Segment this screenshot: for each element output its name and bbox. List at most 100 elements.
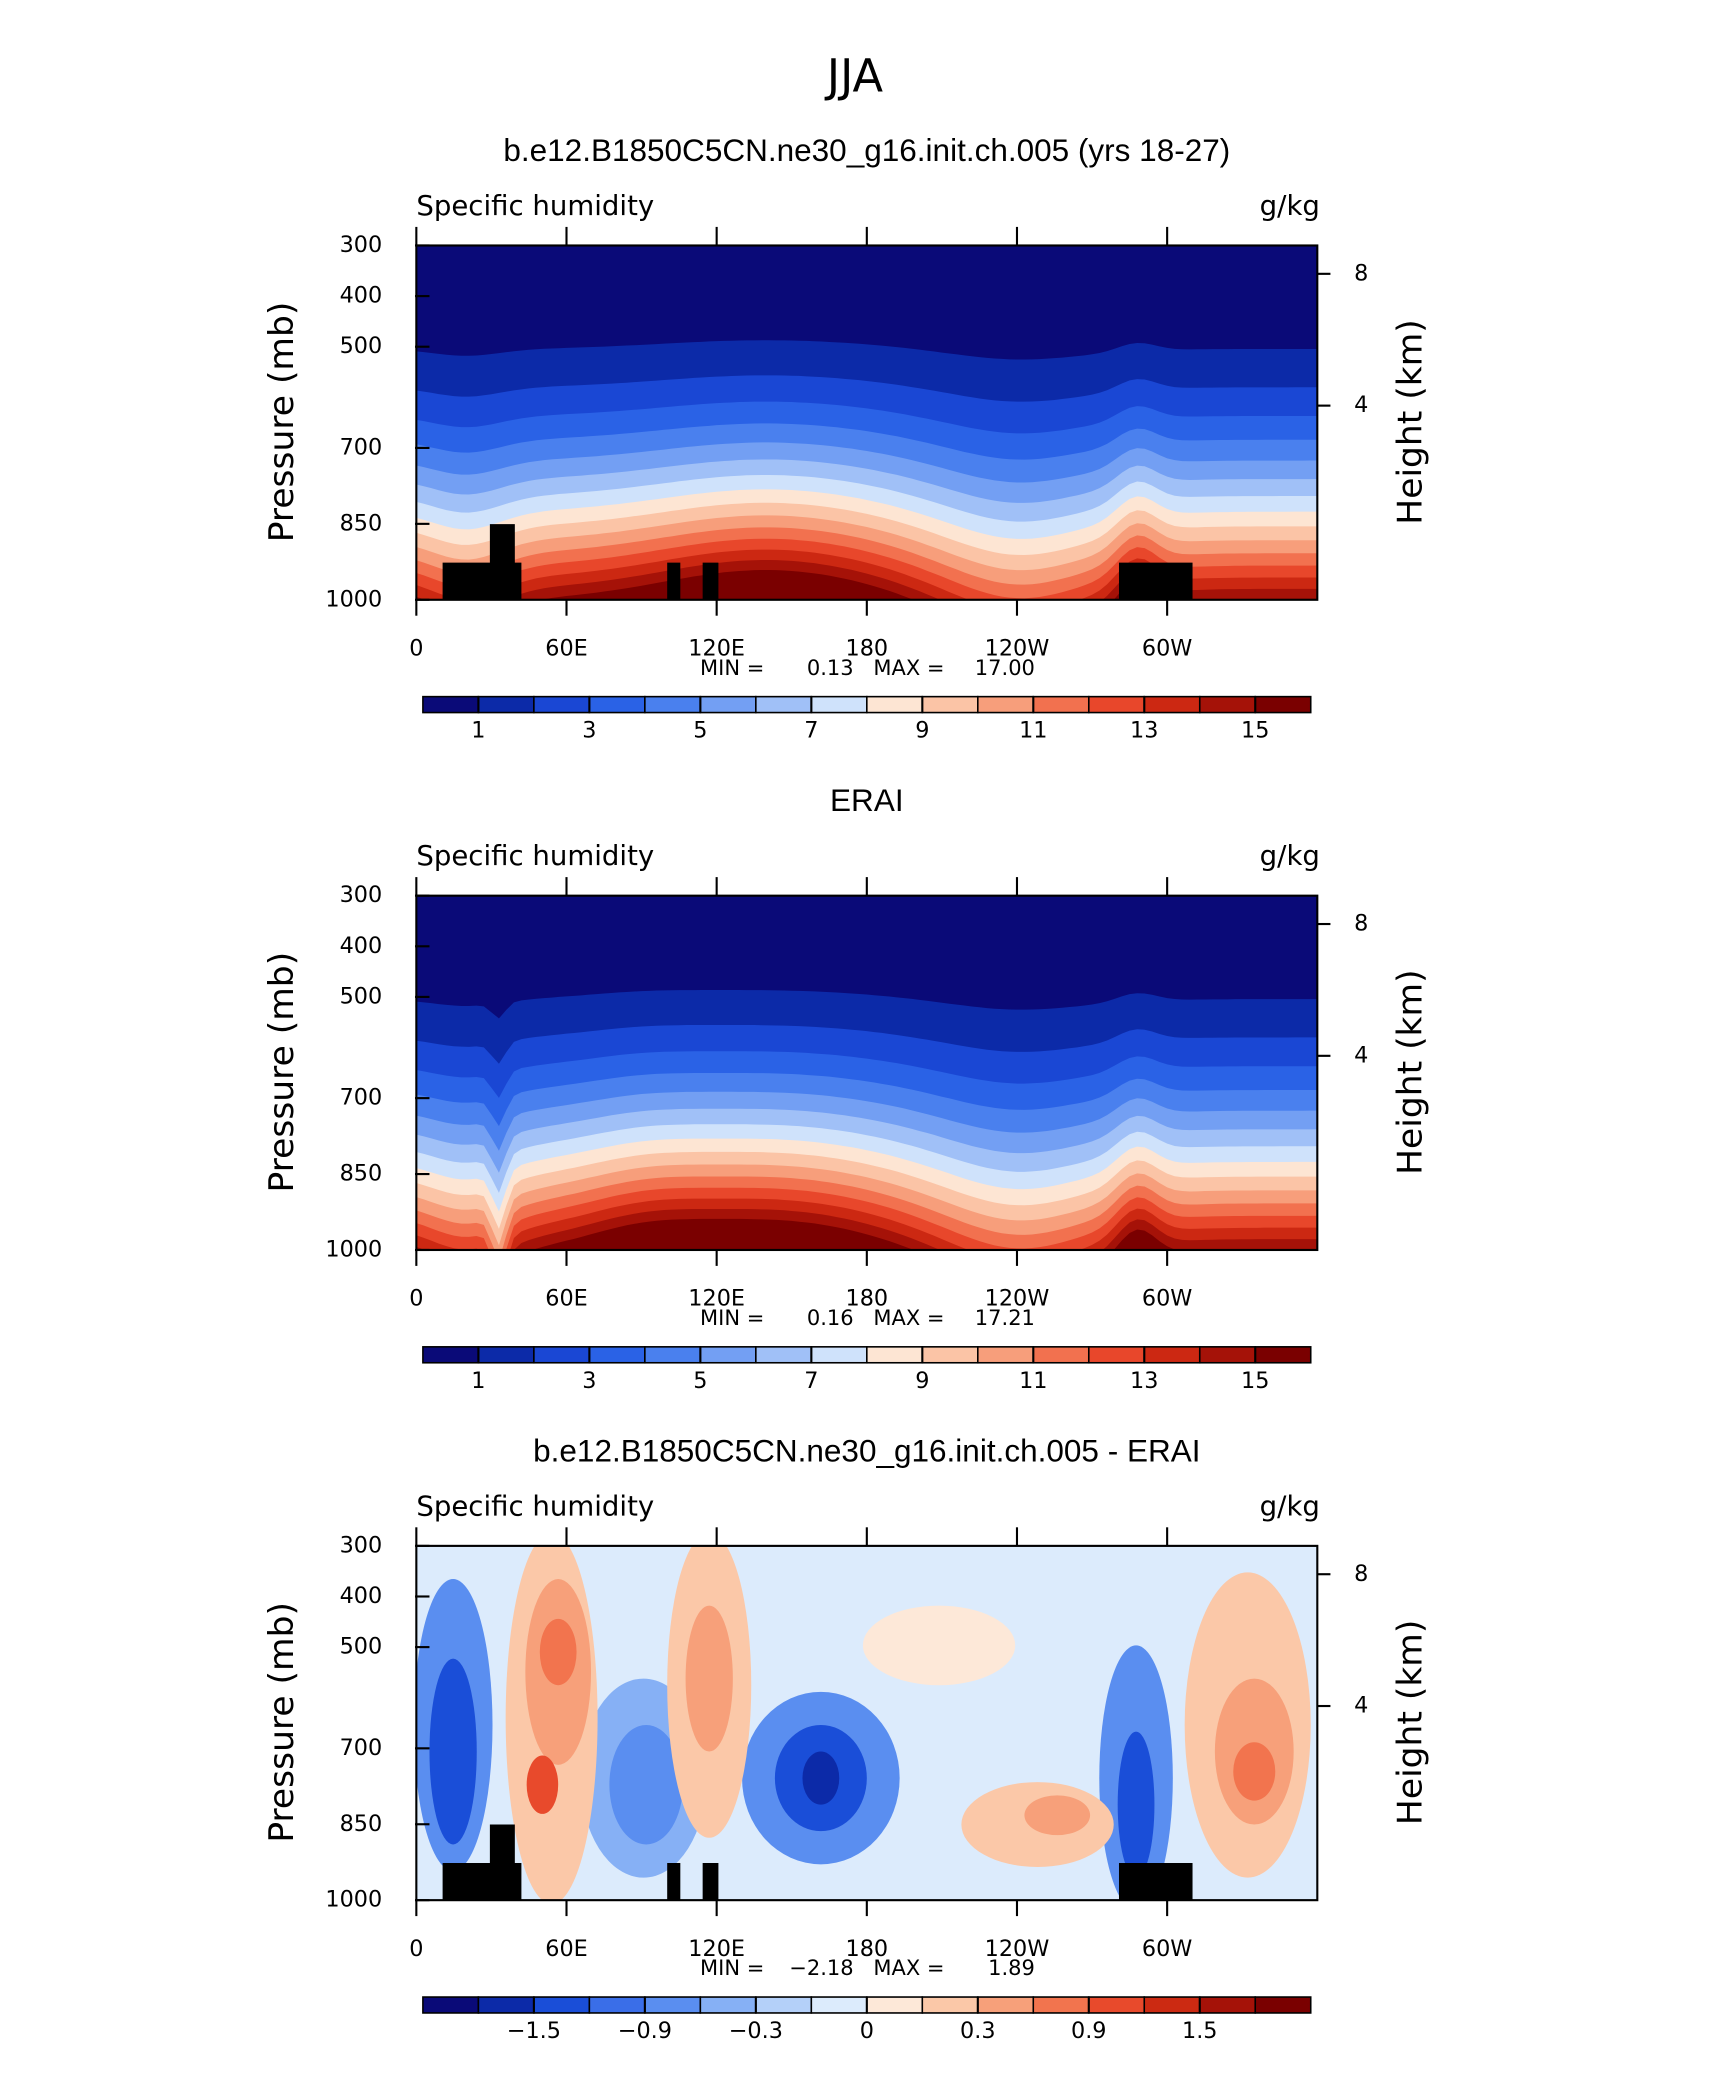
contour-blob (1117, 1731, 1155, 1878)
colorbar-tick-label: 5 (693, 718, 707, 744)
colorbar-box (755, 1996, 813, 2014)
colorbar-box (1032, 695, 1090, 714)
colorbar-box (1087, 695, 1146, 714)
min-value: 0.13 (807, 655, 854, 680)
colorbar-box (699, 695, 757, 714)
min-text: MIN = (700, 655, 764, 680)
y-tick-label: 500 (340, 1634, 383, 1660)
y-tick-label: 850 (340, 1160, 383, 1186)
colorbar-box (866, 1996, 924, 2014)
right-string: g/kg (1260, 839, 1320, 872)
y-axis-label: Pressure (mb) (262, 302, 302, 543)
colorbar-tick-label: 3 (582, 1368, 596, 1394)
x-tick-label: 180 (846, 1286, 889, 1312)
right-string: g/kg (1260, 189, 1320, 222)
x-tick-label: 180 (846, 1936, 889, 1962)
colorbar-tick-label: −0.9 (618, 2018, 672, 2044)
colorbar-box (1198, 1996, 1257, 2014)
y-tick-label: 400 (340, 283, 383, 309)
colorbar-tick-label: 0 (860, 2018, 874, 2044)
min-value: 0.16 (807, 1305, 854, 1330)
y2-tick-label: 4 (1354, 1692, 1368, 1718)
y-tick-label: 850 (340, 1811, 383, 1837)
y-tick-label: 1000 (325, 586, 382, 612)
colorbar-box (810, 695, 868, 714)
contour-field (416, 895, 1318, 1250)
y-tick-label: 700 (340, 1085, 383, 1111)
colorbar-box (588, 695, 646, 714)
colorbar-box (533, 695, 591, 714)
y-tick-label: 1000 (325, 1236, 382, 1262)
y-tick-label: 300 (340, 232, 383, 258)
x-tick-label: 120W (985, 1286, 1050, 1312)
contour-field (416, 245, 1318, 600)
y2-tick-label: 8 (1354, 910, 1368, 936)
colorbar-box (977, 695, 1035, 714)
y-axis-label: Pressure (mb) (262, 1602, 302, 1843)
x-tick-label: 0 (409, 1286, 423, 1312)
colorbar-box (977, 1996, 1035, 2014)
colorbar-box (1143, 695, 1201, 714)
colorbar-tick-label: 7 (804, 1368, 818, 1394)
colorbar-box (477, 695, 535, 714)
x-tick-label: 120E (688, 1936, 745, 1962)
colorbar-tick-label: 5 (693, 1368, 707, 1394)
colorbar-box (810, 1996, 868, 2014)
y-tick-label: 700 (340, 1735, 383, 1761)
contour-blob (539, 1618, 577, 1686)
colorbar-box (1143, 1996, 1201, 2014)
colorbar-box (588, 1346, 646, 1364)
topography-mask (442, 524, 1193, 600)
colorbar-tick-label: 11 (1019, 718, 1047, 744)
colorbar-box (1254, 1346, 1312, 1364)
panel-title: b.e12.B1850C5CN.ne30_g16.init.ch.005 - E… (533, 1432, 1200, 1468)
y2-axis-label: Height (km) (1390, 1620, 1430, 1825)
y-tick-label: 500 (340, 333, 383, 359)
x-tick-label: 60E (545, 1936, 588, 1962)
panel-title: b.e12.B1850C5CN.ne30_g16.init.ch.005 (yr… (503, 132, 1230, 168)
colorbar-box (1032, 1996, 1090, 2014)
min-text: MIN = (700, 1305, 764, 1330)
topography (442, 524, 1193, 1901)
contour-blob (685, 1605, 733, 1752)
x-tick-label: 60E (545, 635, 588, 661)
colorbar-box (866, 695, 924, 714)
min-value: −2.18 (789, 1955, 853, 1980)
colorbar-tick-label: 15 (1241, 718, 1269, 744)
x-tick-label: 120E (688, 635, 745, 661)
x-tick-label: 180 (846, 635, 889, 661)
colorbar-tick-label: 1 (471, 718, 485, 744)
colorbar-box (644, 1996, 702, 2014)
colorbar-tick-label: 13 (1130, 1368, 1158, 1394)
colorbar-tick-label: 9 (915, 1368, 929, 1394)
colorbar-tick-label: 3 (582, 718, 596, 744)
colorbar-box (588, 1996, 646, 2014)
x-tick-label: 120W (985, 1936, 1050, 1962)
y2-tick-label: 8 (1354, 260, 1368, 286)
left-string: Specific humidity (416, 1489, 654, 1522)
x-tick-label: 120W (985, 635, 1050, 661)
colorbar-box (422, 695, 480, 714)
x-tick-label: 60E (545, 1286, 588, 1312)
contour-blob (862, 1605, 1016, 1686)
colorbar-box (644, 1346, 702, 1364)
panel-title: ERAI (830, 782, 904, 818)
y-tick-label: 1000 (325, 1887, 382, 1913)
colorbar-tick-label: 15 (1241, 1368, 1269, 1394)
colorbar-box (921, 1346, 979, 1364)
colorbar-box (755, 1346, 813, 1364)
y2-tick-label: 4 (1354, 392, 1368, 418)
colorbar-box (921, 695, 979, 714)
colorbar-box (810, 1346, 868, 1364)
left-string: Specific humidity (416, 189, 654, 222)
x-tick-label: 0 (409, 635, 423, 661)
y2-tick-label: 8 (1354, 1561, 1368, 1587)
y-tick-label: 300 (340, 1532, 383, 1558)
y2-axis-label: Height (km) (1390, 319, 1430, 524)
max-value: 17.00 (975, 655, 1035, 680)
x-tick-label: 60W (1142, 1286, 1192, 1312)
contour-blob (802, 1751, 840, 1805)
colorbar-tick-label: 1.5 (1182, 2018, 1218, 2044)
colorbar-box (1254, 695, 1312, 714)
